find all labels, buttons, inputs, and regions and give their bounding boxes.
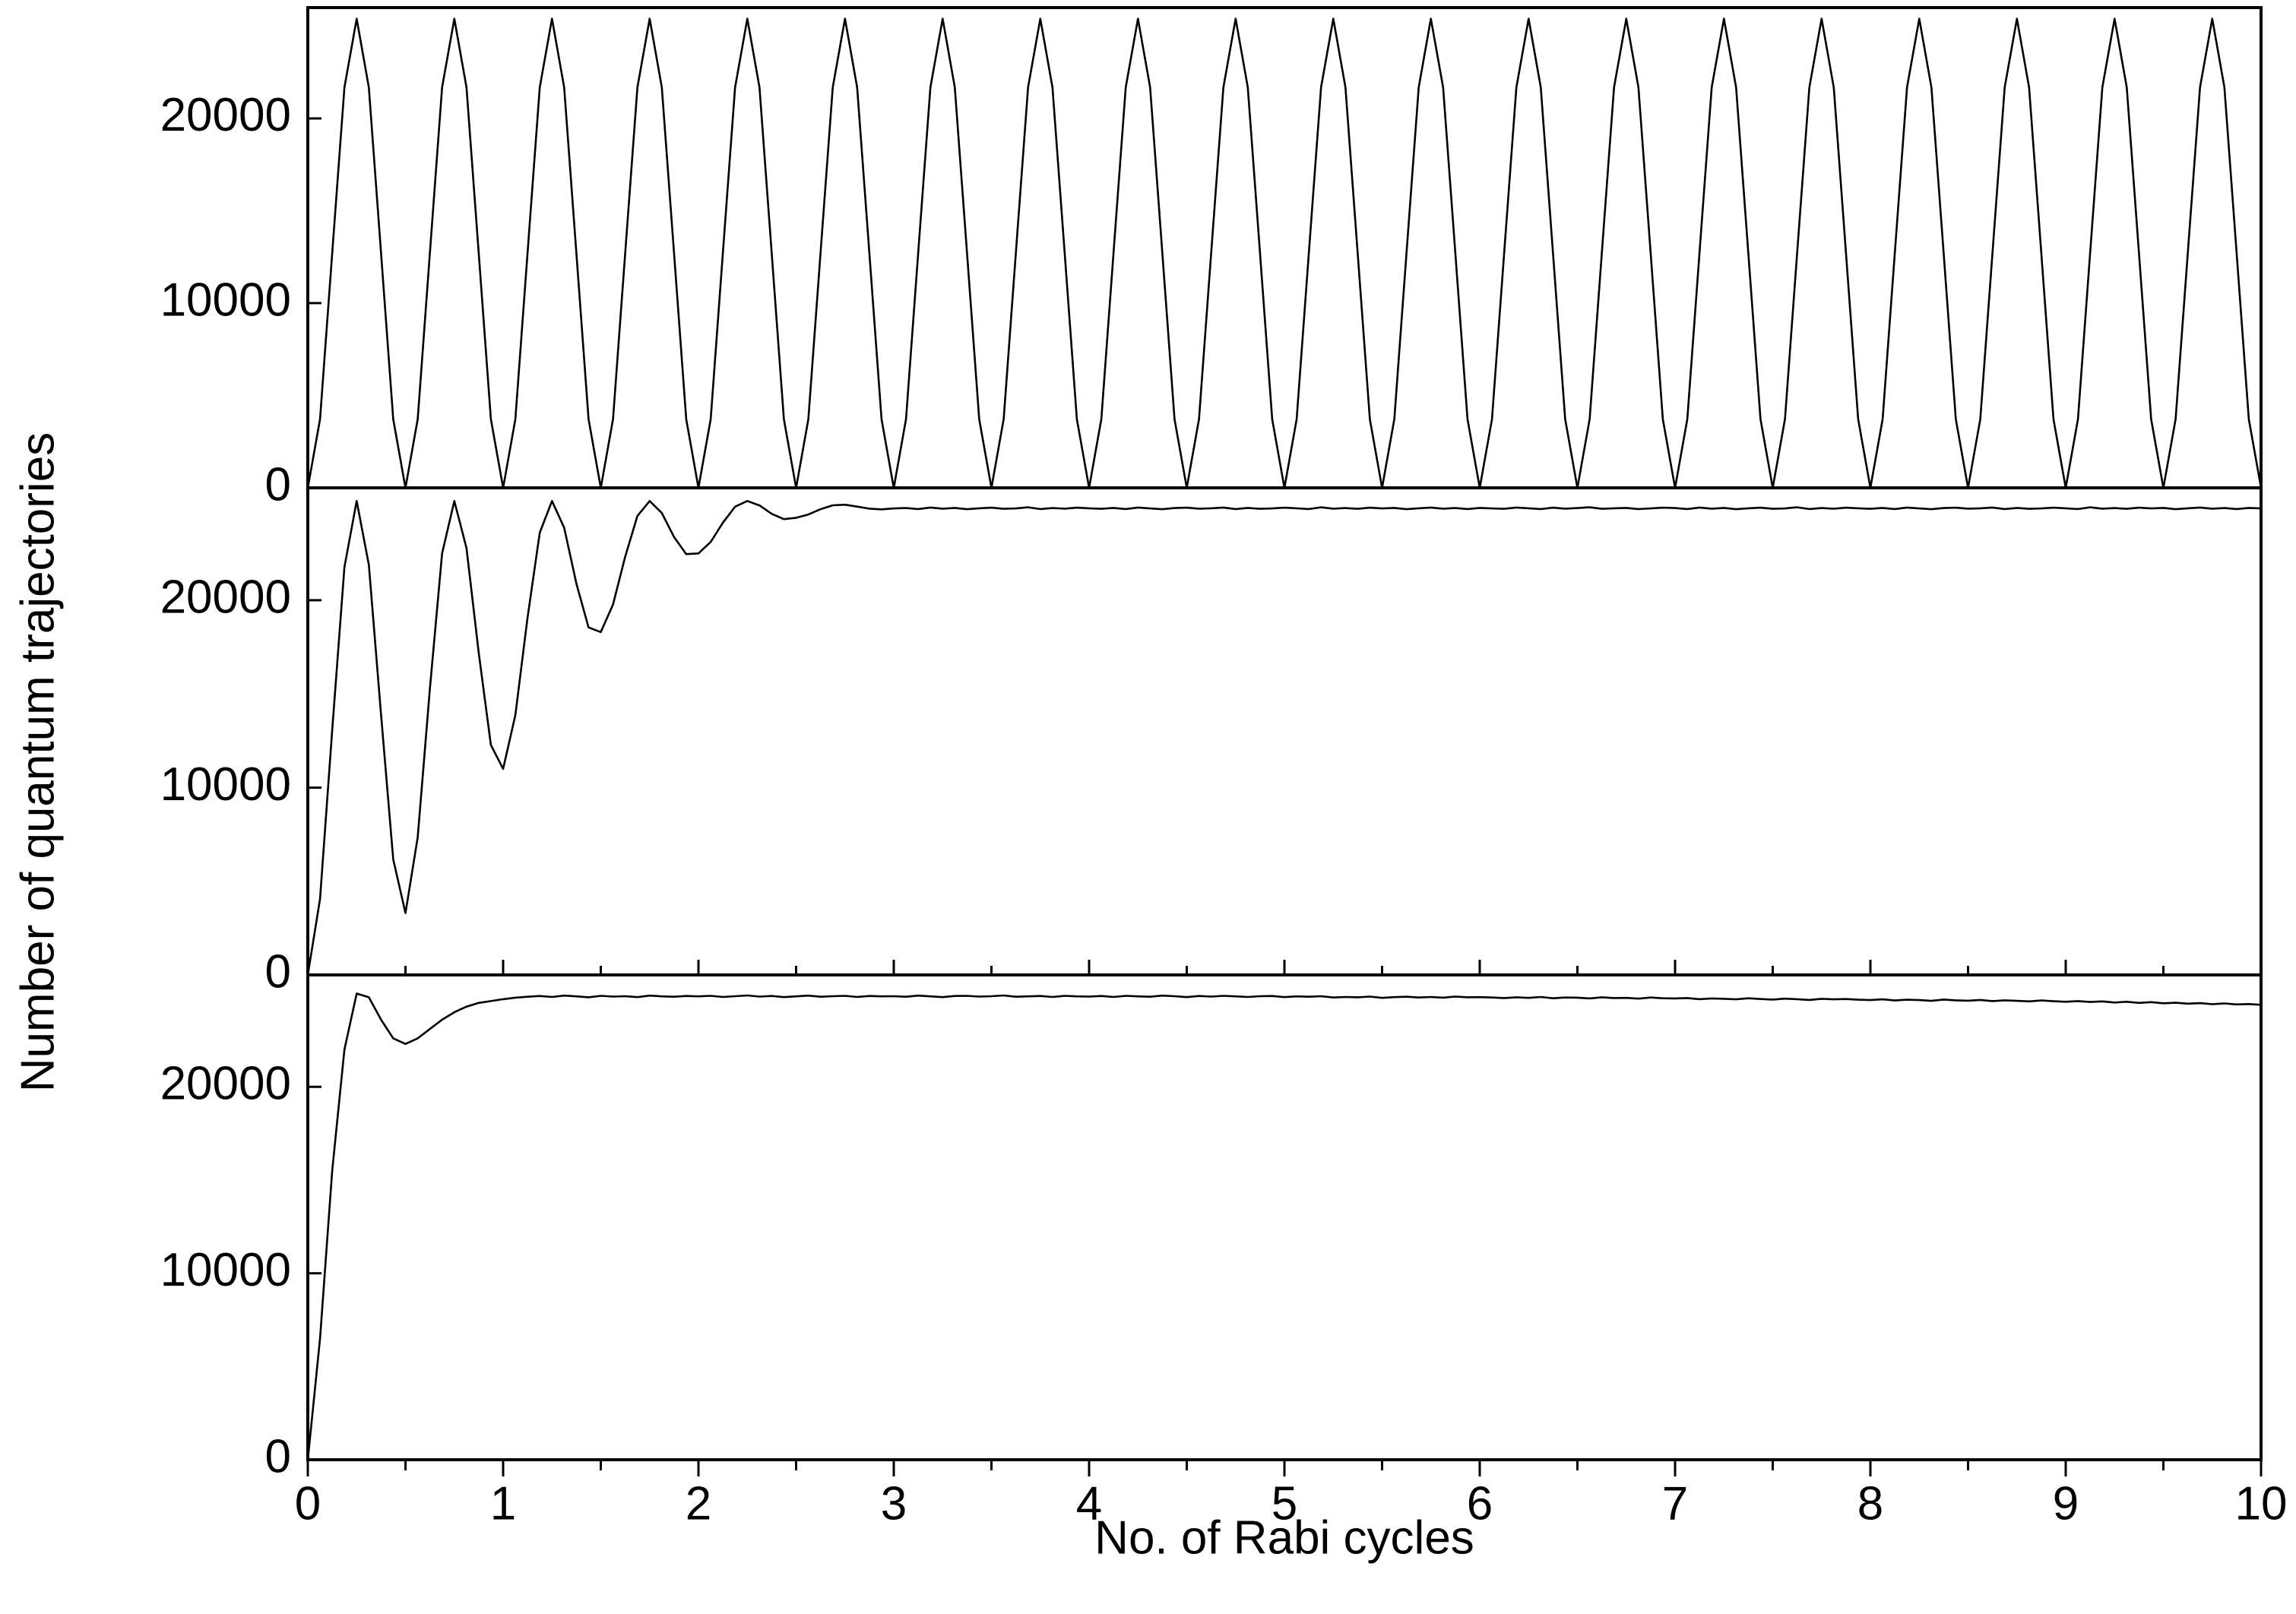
panel-frame [306, 973, 2263, 1461]
x-tick-label: 7 [1662, 1477, 1688, 1530]
y-tick-label: 0 [265, 1430, 291, 1483]
x-tick-label: 9 [2053, 1477, 2079, 1530]
y-tick-label: 0 [265, 945, 291, 998]
x-tick-label: 5 [1272, 1477, 1297, 1530]
y-tick-label: 0 [265, 458, 291, 511]
x-tick-label: 3 [881, 1477, 907, 1530]
x-tick-label: 10 [2235, 1477, 2288, 1530]
data-line [306, 500, 2262, 976]
y-tick-label: 20000 [160, 571, 291, 623]
x-tick-label: 1 [490, 1477, 516, 1530]
y-tick-label: 20000 [160, 1058, 291, 1110]
y-axis-title: Number of quantum trajectories [11, 432, 64, 1092]
x-tick-label: 8 [1857, 1477, 1883, 1530]
x-tick-label: 0 [295, 1477, 321, 1530]
data-line [306, 992, 2262, 1461]
panel-frame [306, 6, 2263, 489]
x-tick-label: 6 [1467, 1477, 1493, 1530]
x-tick-label: 2 [686, 1477, 711, 1530]
y-tick-label: 20000 [160, 89, 291, 141]
y-tick-label: 10000 [160, 274, 291, 326]
x-tick-label: 4 [1076, 1477, 1102, 1530]
panel-frame [306, 486, 2263, 976]
x-axis-title: No. of Rabi cycles [1094, 1511, 1474, 1564]
y-tick-label: 10000 [160, 758, 291, 811]
data-line [306, 17, 2263, 489]
y-tick-label: 10000 [160, 1244, 291, 1296]
